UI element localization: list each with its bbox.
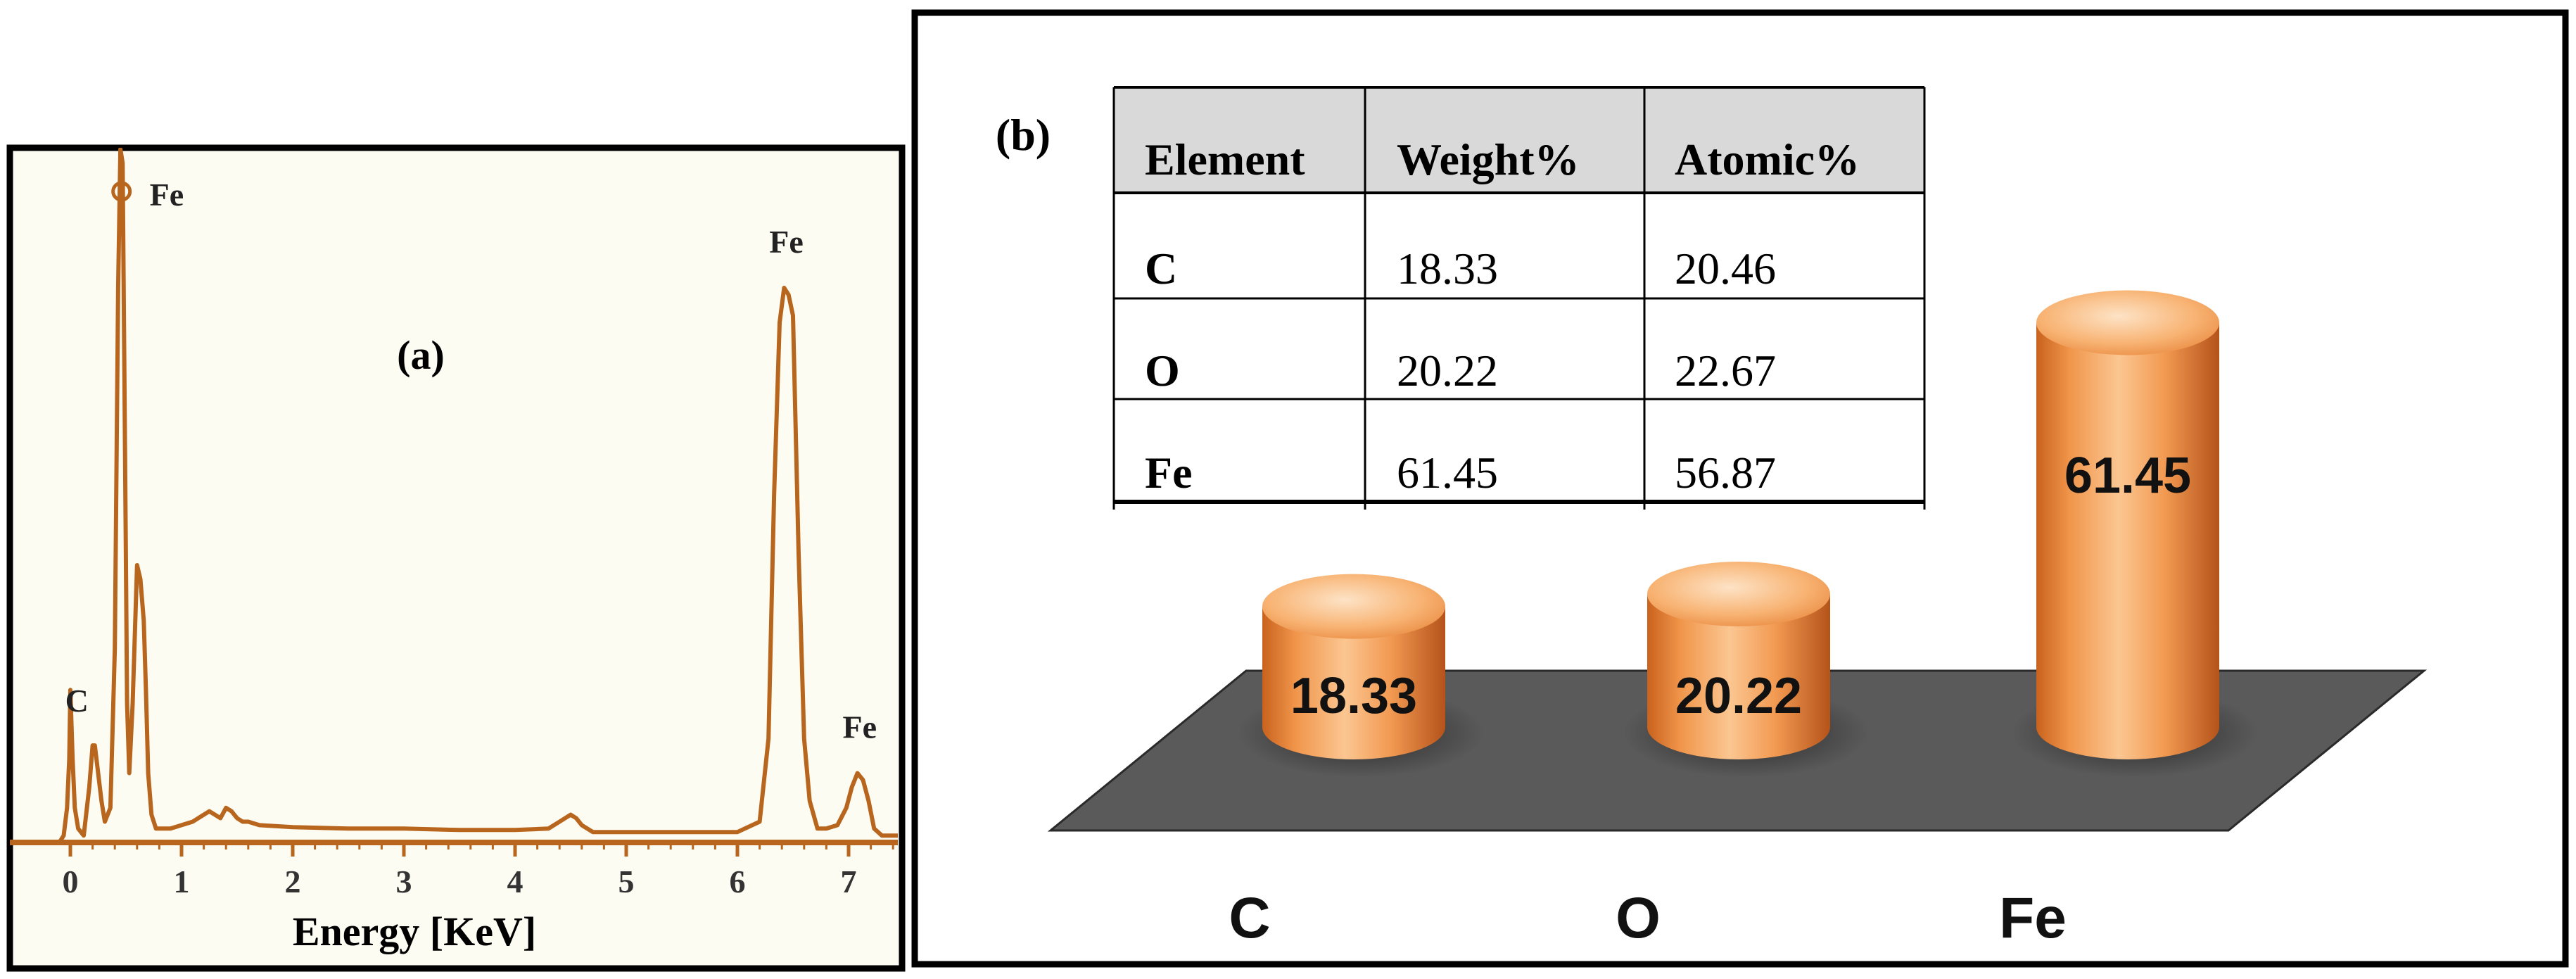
panel-a-label: (a) — [397, 332, 445, 378]
table-cell: 61.45 — [1397, 448, 1498, 498]
table-header-background — [1114, 87, 1924, 193]
x-tick-label: 4 — [507, 864, 524, 899]
category-label: Fe — [1999, 886, 2067, 950]
panel-b-label: (b) — [996, 110, 1051, 160]
bar-top — [1647, 561, 1830, 626]
peak-label: C — [65, 683, 89, 719]
data-table: Element Weight% Atomic% C 18.33 20.46 O … — [1112, 86, 1926, 510]
bar-value-label: 20.22 — [1675, 668, 1802, 724]
table-cell: Fe — [1145, 448, 1193, 498]
bar-top — [1262, 574, 1445, 639]
x-tick-label: 7 — [841, 864, 857, 899]
peak-label: Fe — [150, 177, 184, 213]
table-cell: 20.22 — [1397, 346, 1498, 396]
bar-series: 18.33 20.22 61.45 — [1238, 290, 2258, 778]
x-tick-label: 3 — [396, 864, 412, 899]
category-axis: C O Fe — [1229, 886, 2066, 950]
x-tick-label: 1 — [174, 864, 190, 899]
bar-body — [1647, 593, 1830, 759]
peak-marker — [111, 181, 132, 202]
category-label: O — [1616, 886, 1661, 950]
bar-value-label: 61.45 — [2064, 448, 2191, 504]
panel-b: (b) 18.33 20.22 61.45 C O Fe Element Weight%… — [911, 9, 2569, 968]
bar-o: 20.22 — [1623, 561, 1869, 778]
x-tick-label: 2 — [285, 864, 301, 899]
peak-label: Fe — [843, 709, 877, 745]
peak-label: Fe — [769, 224, 804, 260]
bar-value-label: 18.33 — [1290, 668, 1417, 724]
table-cell: O — [1145, 346, 1180, 396]
table-cell: C — [1145, 244, 1177, 293]
spectrum-line — [57, 148, 898, 844]
spectrum-plot: 0 1 2 3 4 5 6 7 C Fe Fe Fe — [10, 148, 898, 899]
bar-fe: 61.45 — [2012, 290, 2258, 778]
x-tick-label: 6 — [730, 864, 746, 899]
table-cell: 20.46 — [1675, 244, 1776, 293]
panel-a: 0 1 2 3 4 5 6 7 C Fe Fe Fe (a) Energy [KeV] — [6, 144, 906, 972]
table-header-atomic: Atomic% — [1675, 134, 1860, 184]
x-axis-label: Energy [KeV] — [293, 909, 536, 954]
bar-c: 18.33 — [1238, 574, 1484, 778]
bar-body — [1262, 606, 1445, 759]
category-label: C — [1229, 886, 1270, 950]
x-tick-label: 0 — [63, 864, 79, 899]
table-header-element: Element — [1145, 134, 1305, 184]
bar-body — [2036, 322, 2219, 759]
table-header-weight: Weight% — [1397, 134, 1580, 184]
table-cell: 18.33 — [1397, 244, 1498, 293]
table-cell: 56.87 — [1675, 448, 1776, 498]
table-cell: 22.67 — [1675, 346, 1776, 396]
bar-top — [2036, 290, 2219, 355]
x-tick-label: 5 — [618, 864, 635, 899]
panel-a-frame — [6, 144, 906, 972]
